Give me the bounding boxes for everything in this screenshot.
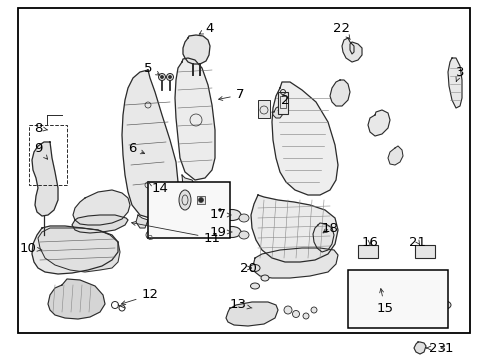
Text: 3: 3 [455, 65, 463, 81]
Text: 11: 11 [131, 221, 220, 245]
Polygon shape [447, 58, 461, 108]
Bar [277, 92, 287, 114]
Text: 5: 5 [143, 61, 160, 75]
Ellipse shape [239, 214, 248, 222]
Ellipse shape [260, 275, 269, 281]
Text: 23: 23 [426, 342, 446, 355]
Bar [357, 245, 377, 258]
Text: 6: 6 [128, 141, 144, 155]
Circle shape [310, 307, 317, 313]
Text: 22: 22 [333, 21, 350, 40]
Polygon shape [48, 279, 105, 319]
Polygon shape [122, 70, 178, 218]
Ellipse shape [438, 301, 450, 309]
Polygon shape [251, 195, 337, 262]
Polygon shape [32, 226, 118, 274]
Text: 15: 15 [376, 288, 393, 315]
Text: a: a [147, 233, 152, 242]
Circle shape [218, 208, 221, 211]
Text: 20: 20 [239, 261, 256, 275]
Circle shape [158, 74, 165, 80]
Circle shape [198, 197, 203, 202]
Text: 16: 16 [361, 236, 378, 248]
Circle shape [284, 306, 291, 314]
Text: 14: 14 [148, 181, 168, 195]
Circle shape [302, 313, 308, 319]
Bar [148, 182, 229, 238]
Polygon shape [136, 215, 148, 228]
Polygon shape [226, 302, 277, 326]
Polygon shape [272, 82, 337, 195]
Ellipse shape [223, 226, 241, 237]
Text: 10: 10 [19, 241, 42, 255]
Polygon shape [387, 146, 402, 165]
Polygon shape [367, 110, 389, 136]
Ellipse shape [249, 265, 259, 272]
Polygon shape [413, 342, 425, 354]
Polygon shape [182, 35, 210, 64]
Polygon shape [151, 188, 174, 210]
Polygon shape [253, 248, 337, 278]
Bar [29, 125, 67, 185]
Text: 8: 8 [34, 121, 47, 135]
Polygon shape [272, 106, 283, 118]
Text: 17: 17 [209, 208, 230, 221]
Circle shape [166, 74, 173, 80]
Ellipse shape [250, 283, 259, 289]
Polygon shape [329, 80, 349, 106]
Text: 19: 19 [209, 226, 231, 238]
Text: 18: 18 [321, 221, 338, 235]
Text: 12: 12 [121, 288, 158, 305]
Circle shape [292, 311, 299, 317]
Text: 9: 9 [34, 141, 47, 159]
Ellipse shape [179, 190, 191, 210]
Polygon shape [175, 58, 214, 180]
Polygon shape [38, 228, 120, 272]
Bar [197, 196, 205, 204]
Text: 13: 13 [229, 298, 252, 312]
Text: 1: 1 [440, 342, 453, 355]
Bar [348, 270, 447, 328]
Polygon shape [73, 190, 130, 225]
Bar [279, 96, 286, 108]
Text: 4: 4 [199, 21, 214, 35]
Text: 7: 7 [218, 89, 244, 101]
Ellipse shape [223, 210, 241, 221]
Ellipse shape [239, 231, 248, 239]
Text: 21: 21 [408, 236, 425, 248]
Circle shape [168, 75, 171, 79]
Bar [257, 100, 270, 118]
Polygon shape [72, 215, 128, 233]
Bar [414, 245, 434, 258]
Polygon shape [351, 292, 437, 322]
Polygon shape [182, 175, 195, 190]
Polygon shape [341, 38, 361, 62]
Circle shape [160, 75, 163, 79]
Polygon shape [312, 223, 333, 252]
Polygon shape [32, 142, 58, 216]
Text: 2: 2 [280, 94, 288, 106]
